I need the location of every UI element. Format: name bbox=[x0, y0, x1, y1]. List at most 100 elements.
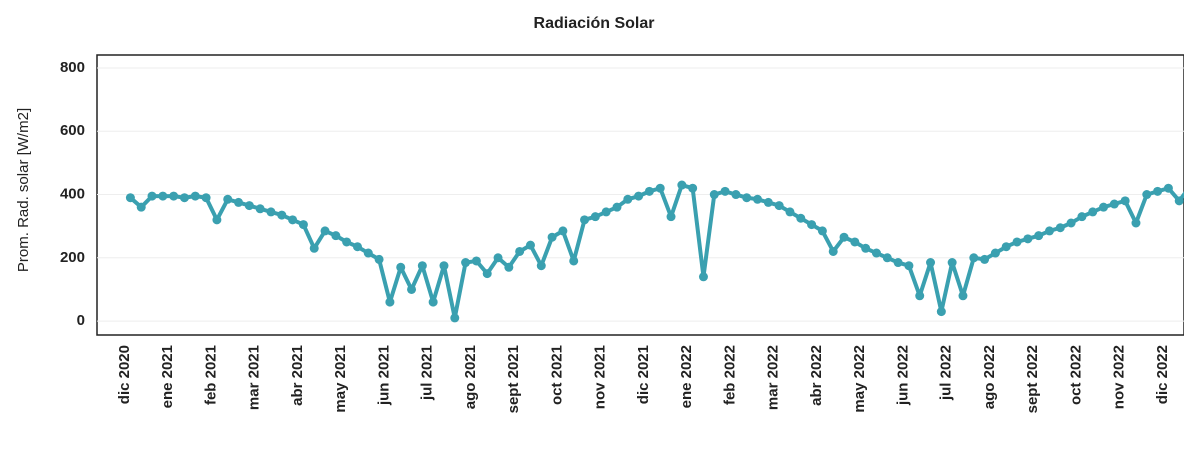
data-point bbox=[936, 307, 946, 317]
data-point bbox=[731, 190, 741, 200]
data-point bbox=[1153, 186, 1163, 196]
x-tick-label: feb 2022 bbox=[721, 345, 738, 405]
data-point bbox=[212, 215, 222, 225]
x-tick-label: nov 2022 bbox=[1111, 345, 1128, 409]
data-point bbox=[677, 180, 687, 190]
x-tick-label: jul 2021 bbox=[419, 345, 436, 401]
x-tick-label: sept 2022 bbox=[1024, 345, 1041, 413]
data-point bbox=[352, 242, 362, 252]
x-tick-label: sept 2021 bbox=[505, 345, 522, 413]
data-point bbox=[774, 201, 784, 211]
y-tick-label: 0 bbox=[77, 312, 85, 329]
data-point bbox=[980, 254, 990, 264]
x-tick-label: ene 2021 bbox=[159, 345, 176, 408]
data-point bbox=[385, 297, 395, 307]
x-tick-label: feb 2021 bbox=[202, 345, 219, 405]
data-point bbox=[807, 220, 817, 230]
data-point bbox=[179, 193, 189, 203]
x-tick-label: dic 2022 bbox=[1154, 345, 1171, 404]
data-point bbox=[439, 261, 449, 271]
data-point bbox=[601, 207, 611, 217]
data-point bbox=[1001, 242, 1011, 252]
x-tick-label: dic 2021 bbox=[635, 345, 652, 404]
data-point bbox=[428, 297, 438, 307]
data-point bbox=[1099, 202, 1109, 212]
data-point bbox=[947, 258, 957, 268]
data-point bbox=[990, 248, 1000, 258]
data-point bbox=[839, 232, 849, 242]
data-point bbox=[125, 193, 135, 203]
data-point bbox=[590, 212, 600, 222]
x-tick-label: ago 2021 bbox=[462, 345, 479, 409]
data-point bbox=[634, 191, 644, 201]
data-point bbox=[255, 204, 265, 214]
data-point bbox=[417, 261, 427, 271]
plot-area bbox=[97, 67, 1184, 323]
data-point bbox=[277, 210, 287, 220]
chart-title: Radiación Solar bbox=[534, 15, 655, 32]
data-point bbox=[612, 202, 622, 212]
data-point bbox=[363, 248, 373, 258]
data-point bbox=[915, 291, 925, 301]
data-point bbox=[547, 232, 557, 242]
data-point bbox=[515, 246, 525, 256]
data-point bbox=[147, 191, 157, 201]
data-point bbox=[461, 258, 471, 268]
data-point bbox=[450, 313, 460, 323]
data-point bbox=[958, 291, 968, 301]
data-point bbox=[753, 194, 763, 204]
data-point bbox=[331, 231, 341, 241]
data-point bbox=[720, 186, 730, 196]
data-point bbox=[1034, 231, 1044, 241]
x-tick-label: jun 2021 bbox=[375, 345, 392, 406]
data-point bbox=[763, 197, 773, 207]
x-tick-label: ago 2022 bbox=[981, 345, 998, 409]
data-point bbox=[536, 261, 546, 271]
data-point bbox=[1131, 218, 1141, 228]
data-point bbox=[493, 253, 503, 263]
x-tick-label: jul 2022 bbox=[938, 345, 955, 401]
data-point bbox=[266, 207, 276, 217]
data-point bbox=[1044, 226, 1054, 236]
data-point bbox=[190, 191, 200, 201]
data-point bbox=[1012, 237, 1022, 247]
data-point bbox=[1163, 183, 1173, 193]
data-point bbox=[223, 194, 233, 204]
data-point bbox=[817, 226, 827, 236]
data-point bbox=[374, 254, 384, 264]
x-tick-label: dic 2020 bbox=[116, 345, 133, 404]
data-point bbox=[882, 253, 892, 263]
data-point bbox=[234, 197, 244, 207]
data-point bbox=[136, 202, 146, 212]
data-point bbox=[396, 262, 406, 272]
data-point bbox=[201, 193, 211, 203]
data-point bbox=[698, 272, 708, 282]
data-point bbox=[298, 220, 308, 230]
data-point bbox=[666, 212, 676, 222]
data-point bbox=[1174, 196, 1184, 206]
data-point bbox=[871, 248, 881, 258]
data-point bbox=[309, 243, 319, 253]
data-point bbox=[1077, 212, 1087, 222]
data-point bbox=[1023, 234, 1033, 244]
data-point bbox=[158, 191, 168, 201]
y-tick-label: 400 bbox=[60, 185, 85, 202]
x-tick-label: abr 2022 bbox=[808, 345, 825, 406]
x-tick-label: nov 2021 bbox=[592, 345, 609, 409]
data-point bbox=[904, 261, 914, 271]
y-axis-label: Prom. Rad. solar [W/m2] bbox=[15, 108, 32, 272]
data-point bbox=[1120, 196, 1130, 206]
data-line bbox=[129, 183, 1184, 320]
x-tick-label: oct 2022 bbox=[1067, 345, 1084, 405]
data-point bbox=[828, 246, 838, 256]
data-point bbox=[525, 240, 535, 250]
x-tick-label: oct 2021 bbox=[548, 345, 565, 405]
data-point bbox=[288, 215, 298, 225]
x-tick-label: ene 2022 bbox=[678, 345, 695, 408]
data-point bbox=[1088, 207, 1098, 217]
y-tick-label: 800 bbox=[60, 59, 85, 76]
data-point bbox=[342, 237, 352, 247]
data-point bbox=[796, 213, 806, 223]
data-point bbox=[850, 237, 860, 247]
